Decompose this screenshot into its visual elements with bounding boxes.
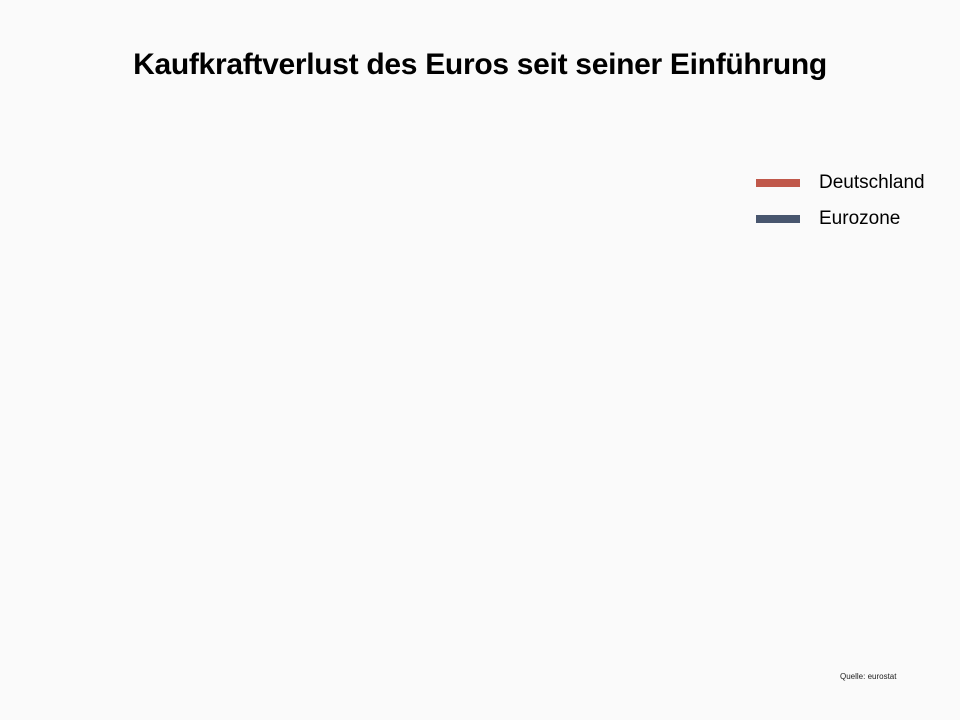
legend-swatch-deutschland (756, 179, 800, 187)
chart-title: Kaufkraftverlust des Euros seit seiner E… (133, 48, 827, 81)
legend-label: Eurozone (819, 208, 901, 229)
legend-swatch-eurozone (756, 215, 800, 223)
legend-item-deutschland: Deutschland (756, 165, 925, 201)
legend-item-eurozone: Eurozone (756, 201, 925, 237)
legend-label: Deutschland (819, 172, 925, 193)
source-note: Quelle: eurostat (840, 672, 897, 681)
plot-area (60, 120, 720, 640)
legend: Deutschland Eurozone (756, 165, 925, 237)
